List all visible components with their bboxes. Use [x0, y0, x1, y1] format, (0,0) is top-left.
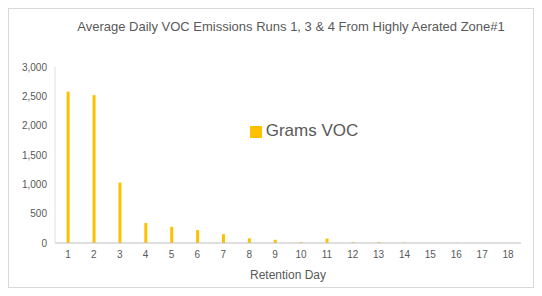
svg-text:13: 13: [373, 249, 385, 260]
svg-text:4: 4: [143, 249, 149, 260]
svg-text:15: 15: [425, 249, 437, 260]
svg-text:Retention Day: Retention Day: [250, 268, 326, 282]
svg-text:2,000: 2,000: [22, 120, 47, 131]
svg-text:5: 5: [169, 249, 175, 260]
svg-text:6: 6: [195, 249, 201, 260]
svg-text:1,000: 1,000: [22, 179, 47, 190]
svg-text:10: 10: [295, 249, 307, 260]
svg-text:12: 12: [347, 249, 359, 260]
html-text:Average Daily VOC Emissions Ru: Average Daily VOC Emissions Runs 1, 3 & …: [77, 19, 505, 34]
svg-text:0: 0: [41, 238, 47, 249]
svg-text:18: 18: [502, 249, 514, 260]
svg-text:8: 8: [246, 249, 252, 260]
svg-text:16: 16: [451, 249, 463, 260]
svg-text:1: 1: [65, 249, 71, 260]
svg-text:17: 17: [477, 249, 489, 260]
svg-text:3: 3: [117, 249, 123, 260]
svg-text:500: 500: [30, 208, 47, 219]
html-text:Grams VOC: Grams VOC: [265, 121, 359, 140]
svg-text:7: 7: [220, 249, 226, 260]
svg-text:1,500: 1,500: [22, 150, 47, 161]
svg-text:2,500: 2,500: [22, 91, 47, 102]
svg-text:9: 9: [272, 249, 278, 260]
svg-text:2: 2: [91, 249, 97, 260]
svg-text:11: 11: [322, 249, 333, 260]
svg-text:14: 14: [399, 249, 411, 260]
svg-text:3,000: 3,000: [22, 62, 47, 73]
